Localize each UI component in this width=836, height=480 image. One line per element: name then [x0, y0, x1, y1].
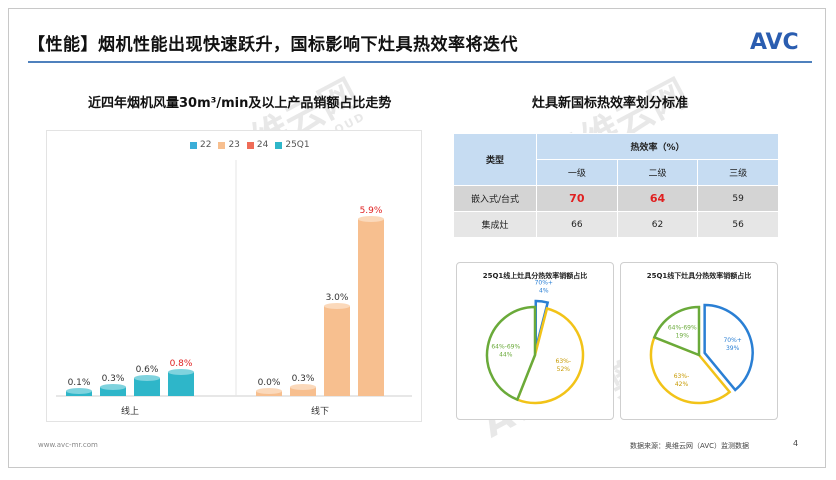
bar-chart-title: 近四年烟机风量30m³/min及以上产品销额占比走势: [88, 96, 392, 111]
table-cell: 64: [616, 185, 699, 212]
table-cell: 66: [536, 211, 618, 238]
legend-item: 25Q1: [275, 140, 310, 150]
pie-title-offline: 25Q1线下灶具分热效率销额占比: [646, 272, 752, 280]
bar-top: [100, 384, 126, 390]
bar: [290, 387, 316, 396]
bar-top: [168, 369, 194, 375]
pie-slice-label: 70%+: [723, 337, 741, 344]
pie-slice: [703, 303, 754, 392]
pie-card-offline: 25Q1线下灶具分热效率销额占比 70%+ 39% 63%- 42% 64%-69% 19…: [620, 262, 778, 420]
bar: [100, 387, 126, 396]
slide-title: 【性能】烟机性能出现快速跃升，国标影响下灶具热效率将迭代: [28, 35, 518, 55]
pie-title-online: 25Q1线上灶具分热效率销额占比: [482, 272, 588, 280]
data-label: 0.3%: [102, 374, 125, 384]
data-label: 5.9%: [360, 206, 383, 216]
legend-label: 25Q1: [285, 140, 310, 150]
footer-source: 数据来源：奥维云网（AVC）监测数据: [630, 442, 750, 450]
bar-chart-legend: 22 23 24 25Q1: [190, 140, 310, 150]
bar-chart: 0.1% 0.3% 0.6% 0.8% 线上 0.0% 0.3% 3.0% 5.9% 线下: [56, 160, 412, 417]
x-tick-label: 线上: [121, 405, 139, 417]
legend-item: 23: [218, 140, 240, 150]
pie-slice-value: 19%: [676, 332, 690, 339]
bar-top: [324, 303, 350, 309]
pie-slice-value: 39%: [726, 345, 740, 352]
pie-slice-label: 70%+: [535, 280, 553, 287]
bar: [358, 219, 384, 396]
bar: [134, 378, 160, 396]
table-cell: 59: [697, 185, 779, 212]
pie-chart-offline: 70%+39% 63%-42% 64%-69%19%: [649, 303, 754, 405]
table-col-grade: 一级: [536, 159, 618, 186]
page-number: 4: [793, 439, 799, 448]
legend-swatch: [246, 141, 254, 149]
data-label: 3.0%: [326, 293, 349, 303]
data-label: 0.1%: [68, 378, 91, 388]
pie-slice-value: 44%: [499, 351, 513, 358]
pie-slice: [485, 305, 537, 402]
pie-slice-value: 4%: [539, 288, 549, 295]
table-row: 集成灶 66 62 56: [453, 211, 779, 238]
data-label: 0.8%: [170, 359, 193, 369]
legend-label: 24: [256, 140, 269, 150]
pie-slice: [649, 335, 732, 405]
table-header-efficiency: 热效率（%）: [536, 133, 779, 160]
pie-slice-label: 64%-69%: [491, 343, 520, 350]
legend-item: 24: [246, 140, 269, 150]
efficiency-table: 类型 热效率（%） 一级 二级 三级 嵌入式/台式 70 64 59 集成灶 6…: [453, 133, 779, 238]
pie-slice-value: 52%: [557, 366, 571, 373]
legend-label: 22: [200, 140, 212, 150]
table-cell: 70: [536, 185, 618, 212]
bar-top: [256, 388, 282, 394]
bar-top: [290, 384, 316, 390]
pie-slice: [515, 306, 585, 405]
data-label: 0.3%: [292, 374, 315, 384]
bar: [324, 306, 350, 396]
table-cell: 56: [697, 211, 779, 238]
x-tick-label: 线下: [311, 405, 329, 417]
pie-slice: [652, 305, 701, 357]
legend-swatch: [275, 141, 283, 149]
table-title: 灶具新国标热效率划分标准: [532, 96, 689, 111]
pie-chart-online: 70%+4% 63%-52% 64%-69%44%: [485, 280, 585, 405]
table-row-label: 集成灶: [453, 211, 537, 238]
bar-top: [358, 216, 384, 222]
pie-slice-label: 63%-: [556, 358, 572, 365]
data-label: 0.0%: [258, 378, 281, 388]
table-col-grade: 二级: [616, 159, 699, 186]
footer-url: www.avc-mr.com: [38, 441, 98, 449]
table-col-grade: 三级: [697, 159, 779, 186]
legend-swatch: [190, 141, 197, 149]
bar-top: [66, 388, 92, 394]
legend-item: 22: [190, 140, 211, 150]
pie-slice-value: 42%: [675, 381, 689, 388]
bar: [168, 372, 194, 396]
avc-logo-icon: AVC: [750, 30, 799, 54]
pie-slice-label: 63%-: [674, 373, 690, 380]
bar-top: [134, 375, 160, 381]
data-label: 0.6%: [136, 365, 159, 375]
pie-slice-label: 64%-69%: [668, 324, 697, 331]
legend-swatch: [218, 141, 226, 149]
pie-card-online: 25Q1线上灶具分热效率销额占比 70%+ 4% 63%- 52% 64%-69% 44%: [456, 262, 614, 420]
table-row: 嵌入式/台式 70 64 59: [453, 185, 779, 212]
avc-logo-text: AVC: [750, 30, 799, 54]
table-cell: 62: [616, 211, 699, 238]
table-row-label: 嵌入式/台式: [453, 185, 537, 212]
table-header-type: 类型: [453, 133, 537, 186]
legend-label: 23: [228, 140, 240, 150]
title-divider: [28, 61, 812, 63]
